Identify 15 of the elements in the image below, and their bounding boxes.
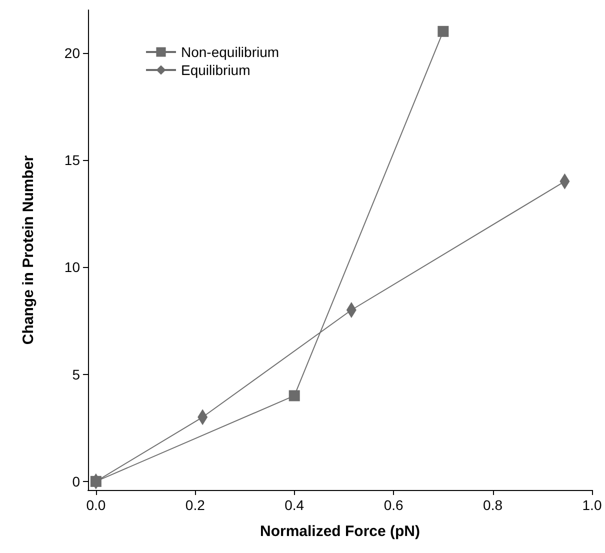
x-tick-label: 0.0	[86, 497, 106, 513]
y-axis-title: Change in Protein Number	[20, 155, 37, 345]
x-tick-label: 0.6	[384, 497, 404, 513]
y-tick-label: 5	[72, 366, 80, 382]
x-tick-label: 1.0	[582, 497, 602, 513]
x-tick-label: 0.8	[483, 497, 503, 513]
legend-label: Non-equilibrium	[181, 44, 280, 60]
legend-label: Equilibrium	[181, 62, 250, 78]
x-axis-title: Normalized Force (pN)	[260, 523, 420, 540]
y-tick-label: 20	[64, 44, 80, 61]
y-tick-label: 0	[72, 473, 80, 490]
y-tick-label: 15	[64, 152, 80, 168]
x-tick-label: 0.4	[284, 497, 304, 513]
y-tick-label: 10	[64, 259, 80, 276]
x-tick-label: 0.2	[185, 497, 206, 513]
